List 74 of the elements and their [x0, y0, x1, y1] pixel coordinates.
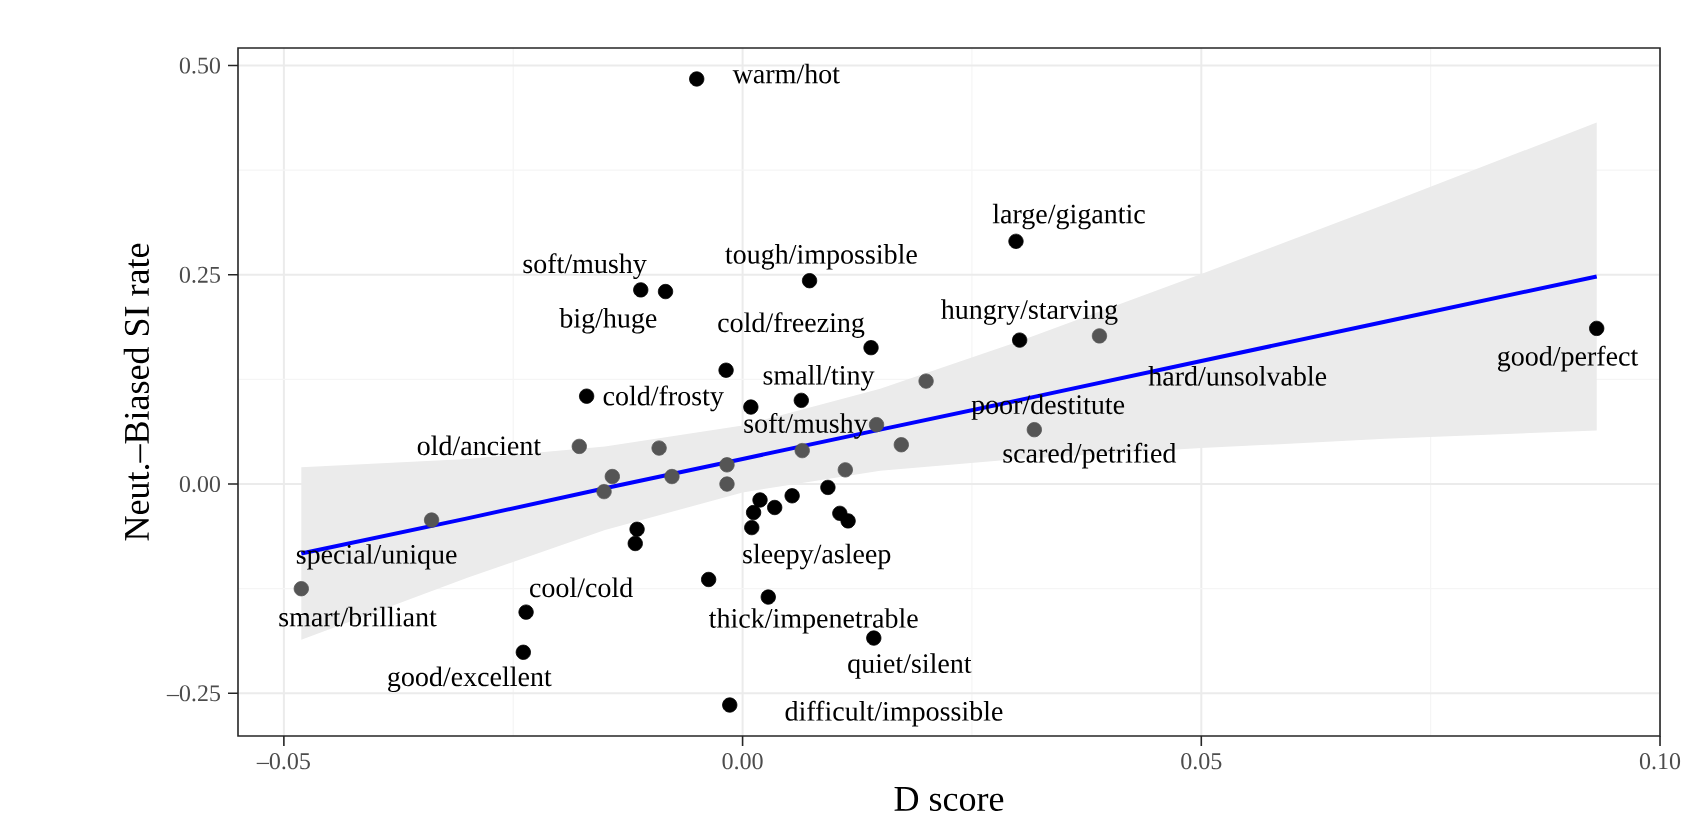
annotation: big/huge: [559, 308, 657, 334]
annotation: quiet/silent: [848, 653, 972, 679]
point: [1091, 328, 1108, 344]
annotation: hard/unsolvable: [1148, 366, 1327, 386]
point: [863, 340, 879, 356]
annotation: small/tiny: [763, 365, 875, 391]
point: [744, 519, 760, 536]
point: [651, 440, 667, 456]
annotation: soft/mushy: [523, 253, 647, 279]
point: [1026, 422, 1042, 438]
x-axis-title: D score: [894, 787, 1004, 812]
point: [627, 535, 643, 552]
point: [722, 697, 738, 713]
annotation: warm/hot: [732, 63, 840, 84]
point: [918, 373, 934, 389]
point: [767, 499, 783, 516]
point: [701, 571, 717, 588]
point: [689, 71, 705, 87]
y-tick-label: 0.00: [179, 475, 220, 493]
annotation: cold/freezing: [718, 312, 865, 338]
point: [793, 392, 809, 408]
annotation: tough/impossible: [725, 244, 917, 270]
point: [752, 492, 768, 508]
point: [719, 457, 735, 473]
point: [840, 513, 856, 529]
annotation: hungry/starving: [941, 299, 1118, 325]
y-tick-label: 0.50: [179, 57, 220, 74]
annotation: poor/destitute: [971, 394, 1125, 420]
annotation: difficult/impossible: [785, 700, 1003, 727]
point: [657, 283, 674, 300]
annotation: cold/frosty: [603, 385, 724, 412]
point: [515, 644, 531, 660]
point: [629, 521, 645, 537]
point: [718, 362, 734, 378]
annotation: cool/cold: [530, 577, 633, 598]
point: [518, 604, 534, 620]
annotation: thick/impenetrable: [709, 608, 918, 634]
point: [604, 468, 620, 485]
point: [868, 417, 885, 433]
y-tick-label: 0.25: [179, 266, 220, 283]
point: [423, 512, 440, 528]
point: [633, 282, 649, 298]
point: [794, 442, 810, 459]
annotation: smart/brilliant: [279, 606, 437, 627]
annotation: large/gigantic: [992, 203, 1145, 230]
annotation: scared/petrified: [1003, 442, 1177, 469]
point: [719, 476, 735, 492]
y-axis-title: Neut.–Biased SI rate: [123, 243, 150, 541]
point: [784, 488, 800, 504]
point: [820, 479, 836, 496]
point: [801, 273, 818, 289]
annotation: good/excellent: [388, 666, 552, 693]
x-tick-label: 0.00: [722, 753, 763, 770]
x-tick-label: –0.05: [256, 753, 310, 770]
x-tick-label: 0.10: [1639, 753, 1681, 770]
point: [760, 589, 776, 605]
point: [571, 438, 587, 454]
point: [293, 581, 309, 597]
y-tick-label: –0.25: [166, 685, 220, 702]
annotation: special/unique: [296, 544, 457, 570]
annotation: old/ancient: [417, 435, 541, 456]
point: [746, 504, 762, 521]
point: [837, 462, 853, 478]
point: [1012, 332, 1028, 348]
point: [664, 468, 680, 485]
point: [579, 388, 595, 404]
x-tick-label: 0.05: [1181, 753, 1222, 770]
annotation: sleepy/asleep: [743, 543, 891, 570]
point: [596, 484, 612, 500]
point: [1008, 233, 1024, 249]
point: [893, 437, 909, 453]
annotation: good/perfect: [1497, 345, 1639, 372]
point: [1589, 320, 1605, 336]
annotation: soft/mushy: [744, 412, 868, 439]
